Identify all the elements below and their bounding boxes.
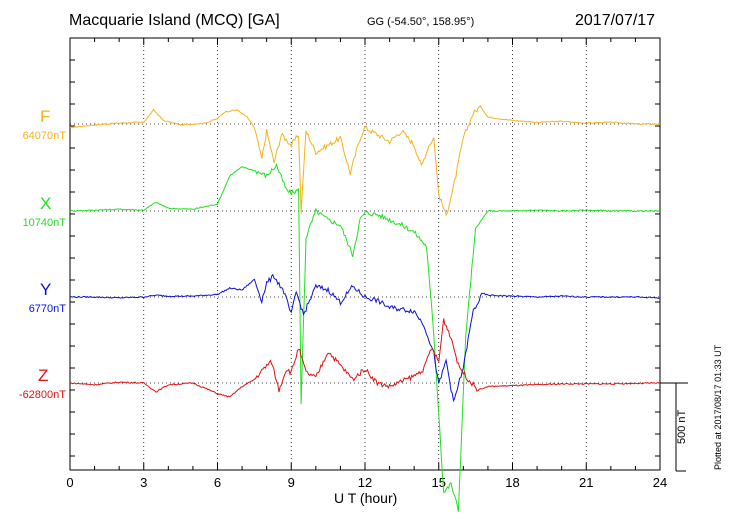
grid-lines — [70, 38, 660, 470]
station-coords: GG (-54.50°, 158.95°) — [367, 16, 475, 28]
x-tick-label: 6 — [214, 475, 221, 490]
plotted-timestamp: Plotted at 2017/08/17 01:33 UT — [713, 344, 723, 470]
baseline-value-x: 10740nT — [22, 217, 66, 229]
chart-date: 2017/07/17 — [575, 12, 656, 29]
series-traces — [69, 105, 661, 512]
chart-title: Macquarie Island (MCQ) [GA] — [69, 12, 280, 29]
axis-ticks: 0 3 6 9 12 15 18 21 24 — [66, 38, 667, 490]
x-tick-label: 0 — [66, 475, 73, 490]
component-label-y: Y — [40, 280, 52, 299]
series-line-f — [69, 105, 661, 217]
x-tick-label: 21 — [579, 475, 593, 490]
series-line-x — [69, 162, 661, 512]
x-axis-label: U T (hour) — [334, 490, 398, 506]
component-label-f: F — [40, 107, 51, 126]
scale-bar — [660, 382, 688, 472]
baseline-value-f: 64070nT — [22, 130, 66, 142]
series-line-y — [69, 273, 661, 403]
x-tick-label: 3 — [140, 475, 147, 490]
x-tick-label: 24 — [653, 475, 667, 490]
x-tick-label: 18 — [505, 475, 519, 490]
baseline-value-y: 6770nT — [28, 303, 66, 315]
x-tick-label: 12 — [358, 475, 372, 490]
series-line-z — [70, 318, 661, 398]
x-tick-label: 9 — [288, 475, 295, 490]
component-label-z: Z — [38, 366, 49, 385]
scale-bar-label: 500 nT — [676, 409, 688, 444]
component-label-x: X — [40, 194, 52, 213]
baseline-value-z: -62800nT — [18, 389, 66, 401]
